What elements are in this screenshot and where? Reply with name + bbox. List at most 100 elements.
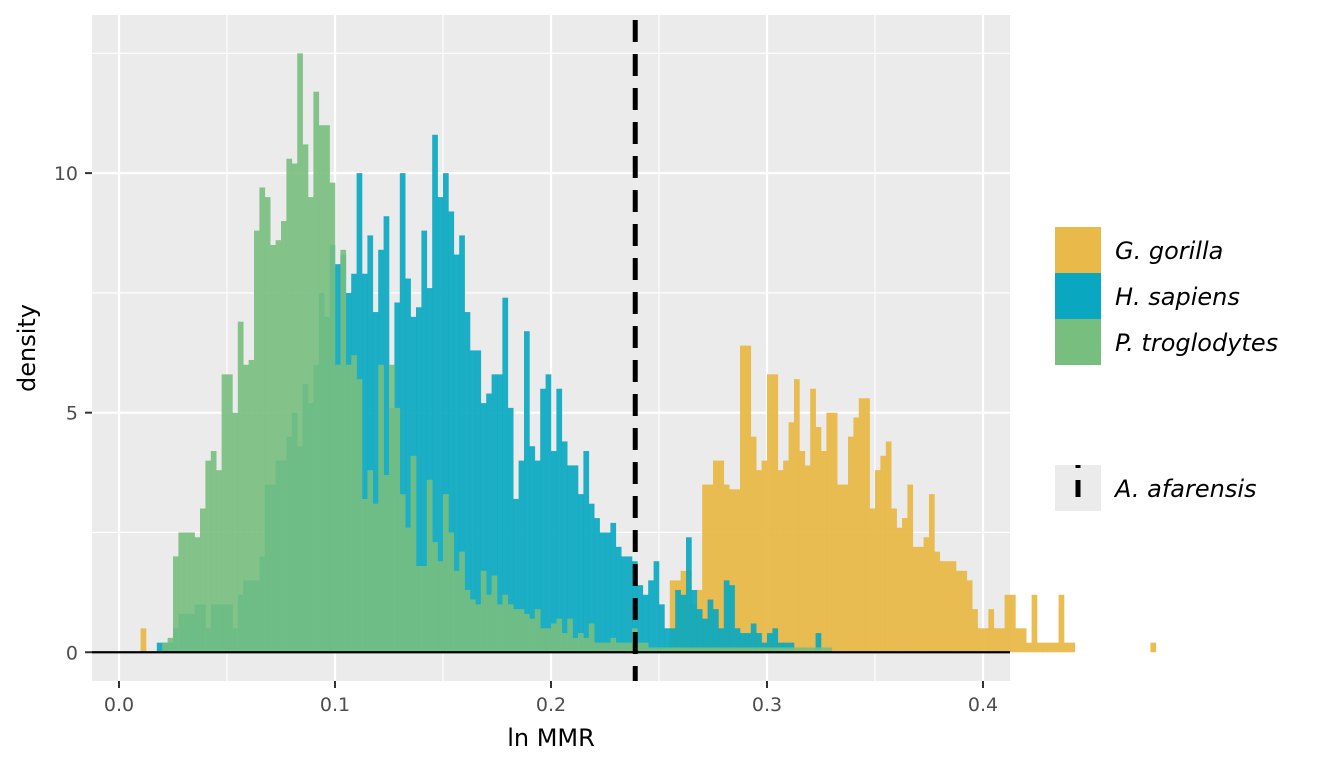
histogram-bar <box>399 494 406 653</box>
histogram-bar <box>610 522 617 653</box>
histogram-bar <box>842 484 849 653</box>
histogram-bar <box>642 594 649 653</box>
histogram-bar <box>664 628 671 653</box>
histogram-bar <box>837 484 843 653</box>
histogram-bar <box>864 398 870 653</box>
x-tick-label: 0.2 <box>536 694 566 716</box>
legend-label-a-afarensis: A. afarensis <box>1113 475 1257 503</box>
histogram-bar <box>524 331 530 653</box>
histogram-bar <box>972 609 978 653</box>
histogram-bar <box>567 465 573 653</box>
histogram-bar <box>324 125 330 653</box>
histogram-bar <box>669 628 676 653</box>
histogram-bar <box>534 460 541 653</box>
histogram-bar <box>540 628 546 653</box>
histogram-bar <box>599 642 606 653</box>
x-axis: 0.0 0.1 0.2 0.3 0.4 <box>104 681 998 716</box>
histogram-bar <box>291 163 298 653</box>
histogram-bar <box>815 427 822 653</box>
histogram-bar <box>362 273 368 653</box>
histogram-bar <box>702 484 708 653</box>
histogram-bar <box>588 623 595 653</box>
histogram-bar <box>437 197 444 653</box>
histogram-bar <box>405 527 411 653</box>
histogram-bar <box>858 398 865 653</box>
histogram-bar <box>740 647 746 653</box>
histogram-bar <box>723 580 730 653</box>
histogram-bar <box>891 508 897 653</box>
histogram-bar <box>421 230 428 653</box>
histogram-bar <box>653 647 660 653</box>
histogram-bar <box>756 647 762 653</box>
histogram-bar <box>567 618 573 653</box>
histogram-bar <box>588 503 595 653</box>
histogram-bar <box>869 508 876 653</box>
histogram-bar <box>729 585 735 653</box>
histogram-bar <box>783 647 789 653</box>
histogram-bar <box>902 518 908 653</box>
histogram-bar <box>761 460 768 653</box>
histogram-bar <box>237 321 244 653</box>
series-g-gorilla <box>140 345 1157 653</box>
histogram-bar <box>956 570 962 653</box>
histogram-bar <box>578 633 584 653</box>
histogram-bar <box>821 647 827 653</box>
histogram-bar <box>572 637 579 653</box>
histogram-bar <box>556 618 563 653</box>
histogram-bar <box>875 470 881 653</box>
histogram-bar <box>421 566 428 653</box>
histogram-bar <box>313 91 320 653</box>
histogram-bar <box>718 647 725 653</box>
histogram-bar <box>923 537 930 653</box>
histogram-bar <box>653 561 660 653</box>
histogram-bar <box>950 561 957 653</box>
histogram-bar <box>448 211 455 653</box>
histogram-bar <box>453 254 460 653</box>
histogram-bar <box>713 609 719 653</box>
histogram-bar <box>308 197 314 653</box>
histogram-bar <box>734 647 741 653</box>
histogram-bar <box>686 537 692 653</box>
histogram-bar <box>254 230 260 653</box>
histogram-bar <box>248 359 255 653</box>
histogram-bar <box>718 460 725 653</box>
histogram-bar <box>783 460 789 653</box>
histogram-bar <box>583 637 590 653</box>
histogram-bar <box>772 647 779 653</box>
histogram-bar <box>383 216 390 653</box>
histogram-bar <box>707 599 714 653</box>
x-tick-label: 0.4 <box>968 694 998 716</box>
histogram-bar <box>372 312 379 653</box>
histogram-bar <box>794 379 800 653</box>
histogram-bar <box>432 542 438 653</box>
histogram-bar <box>745 633 752 653</box>
histogram-bar <box>167 637 174 653</box>
histogram-bar <box>713 460 719 653</box>
histogram-bar <box>615 546 622 653</box>
histogram-bar <box>810 647 816 653</box>
histogram-bar <box>621 556 627 653</box>
histogram-bar <box>448 532 455 653</box>
x-tick-label: 0.1 <box>320 694 350 716</box>
histogram-bar <box>648 647 654 653</box>
histogram-bar <box>578 494 584 653</box>
legend-swatch-h-sapiens <box>1055 273 1101 319</box>
histogram-bar <box>491 374 498 653</box>
histogram-bar <box>767 633 773 653</box>
histogram-bar <box>286 158 293 653</box>
histogram-bar <box>804 465 811 653</box>
histogram-bar <box>518 609 525 653</box>
histogram-bar <box>659 604 665 653</box>
histogram-bar <box>675 589 681 653</box>
histogram-bar <box>227 374 233 653</box>
histogram-bar <box>853 417 860 653</box>
x-tick-label: 0.0 <box>104 694 134 716</box>
histogram-bar <box>437 561 444 653</box>
histogram-bar <box>680 647 687 653</box>
y-tick-label: 10 <box>54 163 78 185</box>
histogram-bar <box>259 187 266 653</box>
histogram-bar <box>1069 642 1076 653</box>
histogram-bar <box>691 647 698 653</box>
histogram-bar <box>410 455 417 653</box>
histogram-bar <box>675 647 681 653</box>
